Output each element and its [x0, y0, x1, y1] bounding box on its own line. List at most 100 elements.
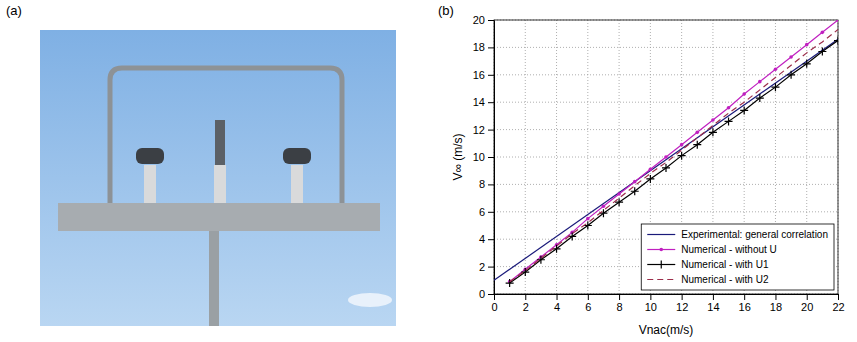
y-tick: 14 — [473, 96, 494, 108]
legend-item: Numerical - with U2 — [647, 274, 769, 285]
legend-marker — [657, 261, 665, 269]
y-tick-label: 14 — [473, 96, 485, 108]
x-tick: 6 — [585, 294, 591, 313]
x-tick: 20 — [801, 294, 813, 313]
x-tick-mark — [682, 294, 683, 300]
series-marker — [789, 55, 793, 59]
grid-line-y — [494, 129, 838, 130]
x-tick-mark — [713, 294, 714, 300]
series-marker — [805, 43, 809, 47]
photo-pole — [209, 230, 219, 326]
series-marker — [602, 205, 606, 209]
x-tick-label: 4 — [554, 301, 560, 313]
grid-line-x — [556, 20, 557, 294]
series-marker — [742, 92, 746, 96]
x-tick-label: 0 — [491, 301, 497, 313]
x-tick-mark — [650, 294, 651, 300]
y-tick-label: 4 — [479, 233, 485, 245]
x-tick-label: 22 — [832, 301, 844, 313]
x-tick: 18 — [770, 294, 782, 313]
series-marker — [803, 60, 811, 68]
series-marker — [680, 143, 684, 147]
x-tick-label: 6 — [585, 301, 591, 313]
series-marker — [521, 268, 529, 276]
x-tick: 8 — [617, 294, 623, 313]
grid-line-y — [494, 184, 838, 185]
series-marker — [709, 128, 717, 136]
x-tick: 12 — [676, 294, 688, 313]
y-tick: 2 — [479, 261, 494, 273]
photo-cloud — [348, 293, 392, 307]
y-tick-mark — [488, 184, 494, 185]
x-tick-mark — [838, 294, 839, 300]
y-tick-mark — [488, 294, 494, 295]
plot-background — [494, 20, 838, 294]
x-tick-mark — [588, 294, 589, 300]
series-marker — [740, 106, 748, 114]
legend: Experimental: general correlation Numeric… — [641, 224, 834, 290]
y-tick-mark — [488, 47, 494, 48]
series-marker — [711, 118, 715, 122]
x-tick-label: 16 — [739, 301, 751, 313]
series-marker — [727, 106, 731, 110]
legend-item: Numerical - with U1 — [647, 259, 769, 270]
x-tick-mark — [807, 294, 808, 300]
photo-sensor-body — [214, 165, 226, 203]
legend-item: Experimental: general correlation — [647, 229, 828, 240]
panel-label: (b) — [438, 3, 454, 18]
legend-box — [641, 224, 834, 290]
legend-sample — [647, 234, 675, 235]
y-tick-label: 10 — [473, 151, 485, 163]
y-axis-line — [494, 21, 495, 295]
photo-sensor-body — [144, 165, 156, 203]
series-marker — [664, 155, 668, 159]
series-marker — [617, 192, 621, 196]
x-tick-label: 10 — [645, 301, 657, 313]
y-tick: 16 — [473, 69, 494, 81]
grid-line-x — [619, 20, 620, 294]
y-tick-mark — [488, 239, 494, 240]
x-tick-mark — [494, 294, 495, 300]
x-tick-label: 8 — [617, 301, 623, 313]
series-marker — [633, 180, 637, 184]
photo-sensor-head — [215, 120, 225, 165]
y-tick: 6 — [479, 206, 494, 218]
x-tick-mark — [619, 294, 620, 300]
y-axis: 02468101214161820 — [473, 14, 495, 300]
series-marker — [818, 48, 826, 56]
photo — [40, 30, 396, 326]
legend-label: Experimental: general correlation — [681, 229, 828, 240]
x-tick-mark — [775, 294, 776, 300]
x-axis: 0246810121416182022 — [491, 294, 844, 313]
y-tick: 0 — [479, 288, 494, 300]
series-marker — [586, 217, 590, 221]
y-tick: 8 — [479, 178, 494, 190]
photo-sensor-head — [283, 148, 311, 164]
x-tick: 4 — [554, 294, 560, 313]
series-marker — [695, 131, 699, 135]
y-tick: 20 — [473, 14, 494, 26]
grid-line-y — [494, 47, 838, 48]
series-marker — [834, 37, 838, 45]
y-tick-label: 2 — [479, 261, 485, 273]
photo-sensor-body — [291, 165, 303, 203]
grid-line-y — [494, 102, 838, 103]
photo-crossbar — [58, 203, 380, 231]
x-axis-title: Vnac(m/s) — [639, 323, 694, 337]
y-tick-mark — [488, 157, 494, 158]
x-tick-mark — [744, 294, 745, 300]
series-marker — [649, 168, 653, 172]
y-tick-mark — [488, 267, 494, 268]
x-tick-mark — [557, 294, 558, 300]
x-tick: 10 — [645, 294, 657, 313]
y-tick-mark — [488, 75, 494, 76]
photo-frame — [110, 68, 342, 205]
x-tick: 2 — [523, 294, 529, 313]
y-axis-title: V∞ (m/s) — [451, 133, 465, 180]
y-tick-label: 8 — [479, 178, 485, 190]
series-marker — [756, 94, 764, 102]
y-tick: 18 — [473, 41, 494, 53]
y-tick-label: 16 — [473, 69, 485, 81]
y-tick-label: 6 — [479, 206, 485, 218]
y-tick: 10 — [473, 151, 494, 163]
